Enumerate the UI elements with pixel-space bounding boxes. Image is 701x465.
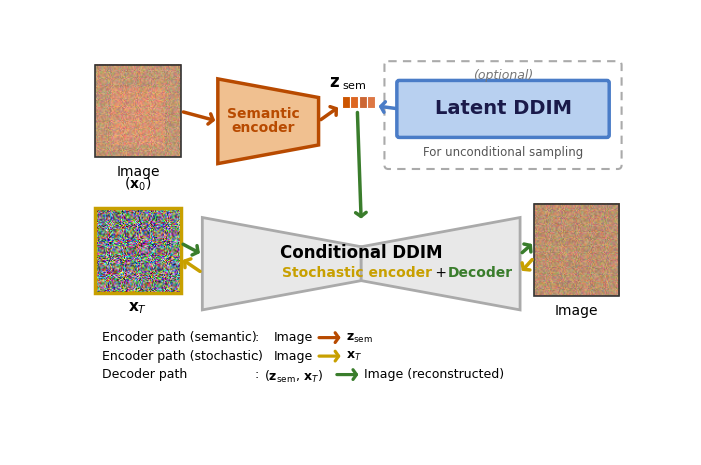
- Text: Stochastic encoder: Stochastic encoder: [283, 266, 433, 280]
- Bar: [359, 96, 367, 108]
- Text: Latent DDIM: Latent DDIM: [435, 100, 571, 119]
- Text: $\mathbf{x}_T$: $\mathbf{x}_T$: [346, 350, 362, 363]
- Text: $(\mathbf{z}_{\mathrm{sem}},\,\mathbf{x}_T)$: $(\mathbf{z}_{\mathrm{sem}},\,\mathbf{x}…: [264, 368, 324, 385]
- Text: $\mathrm{sem}$: $\mathrm{sem}$: [342, 81, 367, 91]
- Text: $(\mathbf{x}_0)$: $(\mathbf{x}_0)$: [124, 176, 151, 193]
- Polygon shape: [361, 218, 520, 310]
- Text: :: :: [254, 332, 259, 345]
- Text: Decoder: Decoder: [448, 266, 513, 280]
- Text: Image: Image: [273, 350, 313, 363]
- Bar: [534, 204, 619, 296]
- Bar: [95, 65, 181, 158]
- Bar: [95, 208, 181, 293]
- FancyBboxPatch shape: [384, 61, 622, 169]
- Text: Encoder path (stochastic): Encoder path (stochastic): [102, 350, 262, 363]
- Text: :: :: [254, 350, 259, 363]
- FancyBboxPatch shape: [397, 80, 609, 138]
- Text: +: +: [431, 266, 451, 280]
- Text: (optional): (optional): [473, 69, 533, 82]
- Text: For unconditional sampling: For unconditional sampling: [423, 146, 583, 159]
- Text: $\mathbf{x}_T$: $\mathbf{x}_T$: [128, 301, 148, 316]
- Text: encoder: encoder: [231, 121, 295, 135]
- Text: $\mathbf{z}$: $\mathbf{z}$: [329, 73, 340, 91]
- Bar: [350, 96, 358, 108]
- Text: Decoder path: Decoder path: [102, 368, 187, 381]
- Bar: [342, 96, 350, 108]
- Text: Image (reconstructed): Image (reconstructed): [365, 368, 505, 381]
- Text: Encoder path (semantic): Encoder path (semantic): [102, 332, 257, 345]
- Text: Image: Image: [116, 165, 160, 179]
- Text: $\mathbf{z}_{\mathrm{sem}}$: $\mathbf{z}_{\mathrm{sem}}$: [346, 332, 374, 345]
- Text: :: :: [254, 368, 259, 381]
- Polygon shape: [218, 79, 318, 164]
- Text: Image: Image: [555, 304, 599, 318]
- Text: Image: Image: [273, 332, 313, 345]
- Bar: [367, 96, 375, 108]
- Text: Semantic: Semantic: [227, 107, 299, 121]
- Polygon shape: [203, 218, 361, 310]
- Text: Conditional DDIM: Conditional DDIM: [280, 244, 442, 262]
